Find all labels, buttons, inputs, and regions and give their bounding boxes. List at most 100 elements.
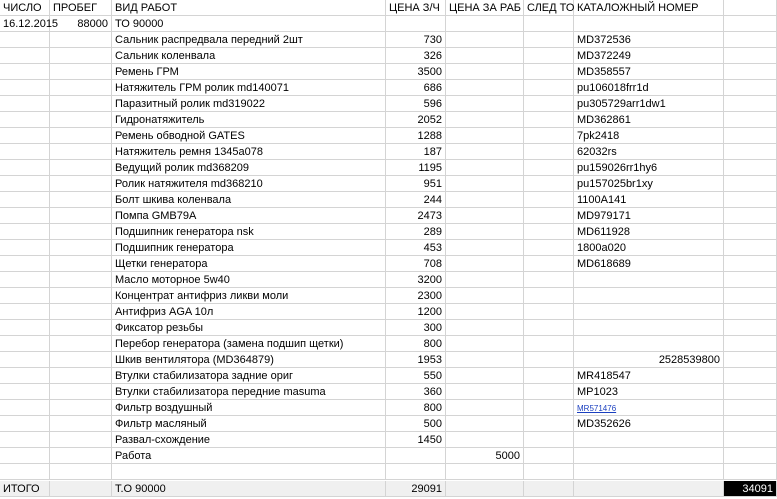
cell [446,400,524,416]
cell [724,272,777,288]
cell: Щетки генератора [112,256,386,272]
cell [446,64,524,80]
cell [50,272,112,288]
cell [724,112,777,128]
cell-text: Фильтр масляный [115,418,207,430]
cell: Ремень ГРМ [112,64,386,80]
cell [574,288,724,304]
cell [724,432,777,448]
cell-text: Втулки стабилизатора задние ориг [115,370,293,382]
cell [446,48,524,64]
cell-text: 951 [423,178,442,190]
cell-text: ИТОГО [3,483,40,495]
cell [0,128,50,144]
cell [524,416,574,432]
cell [50,368,112,384]
cell [574,272,724,288]
cell-text: pu305729arr1dw1 [577,98,666,110]
cell-text: MD372536 [577,34,631,46]
cell [50,240,112,256]
cell-text: Сальник распредвала передний 2шт [115,34,303,46]
cell: 550 [386,368,446,384]
cell: 800 [386,336,446,352]
cell [50,336,112,352]
cell [50,176,112,192]
cell: 3200 [386,272,446,288]
cell [446,32,524,48]
cell-text: Подшипник генератора [115,242,234,254]
cell: 1953 [386,352,446,368]
cell [50,64,112,80]
cell-text: Натяжитель ремня 1345a078 [115,146,264,158]
cell [112,464,386,480]
cell [0,288,50,304]
cell: ЧИСЛО [0,0,50,16]
cell-text: ЧИСЛО [3,2,42,14]
cell [524,304,574,320]
cell [446,192,524,208]
cell: 708 [386,256,446,272]
cell [386,464,446,480]
cell-text: MD611928 [577,226,630,238]
cell [50,224,112,240]
cell [524,224,574,240]
cell [524,448,574,464]
cell [50,464,112,480]
cell-text: Работа [115,450,152,462]
cell-text: 1100A141 [577,194,627,206]
hyperlink[interactable]: MR571476 [577,404,617,413]
cell-text: 16.12.2015 [3,18,59,30]
cell-text: Помпа GMB79A [115,210,197,222]
cell-text: Ведущий ролик md368209 [115,162,249,174]
cell-text: 800 [423,402,442,414]
cell [724,176,777,192]
cell: MD979171 [574,208,724,224]
cell [724,368,777,384]
cell-text: 300 [423,322,442,334]
cell [524,320,574,336]
cell [446,208,524,224]
cell-text: Щетки генератора [115,258,208,270]
cell [446,320,524,336]
cell: Подшипник генератора nsk [112,224,386,240]
cell [0,48,50,64]
cell: Масло моторное 5w40 [112,272,386,288]
cell-text: Втулки стабилизатора передние masuma [115,386,326,398]
cell: Натяжитель ремня 1345a078 [112,144,386,160]
cell: MP1023 [574,384,724,400]
cell-text: 88000 [77,18,108,30]
cell-text: ЦЕНА З/Ч [389,2,440,14]
cell-text: 708 [423,258,442,270]
cell [524,48,574,64]
cell [524,432,574,448]
cell-text: MD362861 [577,114,631,126]
cell [50,208,112,224]
cell-text: 360 [423,386,442,398]
cell-text: 7pk2418 [577,130,620,142]
cell [724,16,777,32]
cell [524,176,574,192]
cell [0,416,50,432]
cell [50,192,112,208]
cell: MD611928 [574,224,724,240]
cell: ЦЕНА З/Ч [386,0,446,16]
cell-text: ЦЕНА ЗА РАБ [449,2,522,14]
cell [524,64,574,80]
cell-text: pu106018frr1d [577,82,649,94]
cell: 730 [386,32,446,48]
cell: 800 [386,400,446,416]
cell [724,192,777,208]
cell [386,448,446,464]
cell [50,352,112,368]
cell-text: Натяжитель ГРМ ролик md140071 [115,82,289,94]
cell [524,208,574,224]
cell [524,192,574,208]
cell: pu106018frr1d [574,80,724,96]
cell [574,16,724,32]
cell [0,160,50,176]
cell [724,336,777,352]
cell: Ведущий ролик md368209 [112,160,386,176]
cell-text: Паразитный ролик md319022 [115,98,265,110]
cell [524,352,574,368]
cell: Фильтр воздушный [112,400,386,416]
